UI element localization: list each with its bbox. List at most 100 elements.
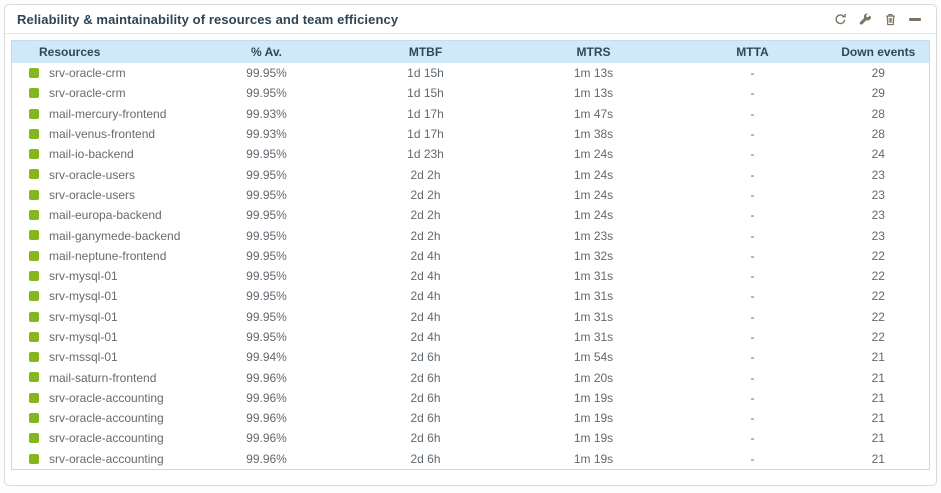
resource-cell: srv-oracle-accounting bbox=[12, 449, 192, 470]
resource-cell: mail-ganymede-backend bbox=[12, 225, 192, 245]
status-square-icon bbox=[29, 352, 39, 363]
status-square-icon bbox=[29, 128, 39, 139]
table-row[interactable]: srv-oracle-accounting 99.96% 2d 6h 1m 19… bbox=[12, 408, 930, 428]
table-row[interactable]: srv-oracle-users 99.95% 2d 2h 1m 24s - 2… bbox=[12, 185, 930, 205]
mtta-value: - bbox=[750, 370, 755, 385]
mtbf-value: 1d 17h bbox=[407, 106, 444, 121]
mtrs-value: 1m 47s bbox=[573, 106, 614, 121]
mtbf-value: 2d 2h bbox=[410, 167, 441, 182]
mtbf-value: 2d 4h bbox=[410, 330, 441, 344]
col-header-mtrs: MTRS bbox=[509, 40, 678, 63]
mtta-value: - bbox=[750, 147, 755, 162]
table-row[interactable]: srv-mssql-01 99.94% 2d 6h 1m 54s - 21 bbox=[12, 347, 930, 367]
down-events-value: 29 bbox=[871, 66, 885, 81]
table-row[interactable]: mail-mercury-frontend 99.93% 1d 17h 1m 4… bbox=[12, 104, 930, 124]
availability-value: 99.95% bbox=[246, 330, 287, 344]
availability-value: 99.95% bbox=[246, 86, 287, 101]
refresh-icon[interactable] bbox=[833, 13, 847, 27]
down-events-value: 21 bbox=[871, 451, 885, 466]
availability-value: 99.95% bbox=[246, 228, 287, 243]
table-row[interactable]: mail-saturn-frontend 99.96% 2d 6h 1m 20s… bbox=[12, 367, 930, 387]
availability-value: 99.95% bbox=[246, 269, 287, 284]
down-events-value: 22 bbox=[871, 289, 885, 304]
col-header-availability: % Av. bbox=[191, 40, 342, 63]
mtta-value: - bbox=[750, 187, 755, 202]
status-square-icon bbox=[29, 270, 39, 281]
resource-name: mail-europa-backend bbox=[49, 208, 162, 223]
table-row[interactable]: srv-mysql-01 99.95% 2d 4h 1m 31s - 22 bbox=[12, 266, 930, 286]
down-events-value: 28 bbox=[871, 106, 885, 121]
mtrs-value: 1m 24s bbox=[573, 208, 614, 223]
mtrs-value: 1m 32s bbox=[573, 248, 614, 263]
availability-value: 99.93% bbox=[246, 106, 287, 121]
down-events-value: 22 bbox=[871, 269, 885, 284]
resource-name: srv-oracle-accounting bbox=[49, 390, 164, 405]
availability-value: 99.96% bbox=[246, 370, 287, 385]
mtbf-value: 1d 23h bbox=[407, 147, 444, 162]
mtrs-value: 1m 13s bbox=[573, 86, 614, 101]
status-square-icon bbox=[29, 108, 39, 119]
table-row[interactable]: mail-neptune-frontend 99.95% 2d 4h 1m 32… bbox=[12, 246, 930, 266]
mtrs-value: 1m 23s bbox=[573, 228, 614, 243]
table-row[interactable]: mail-ganymede-backend 99.95% 2d 2h 1m 23… bbox=[12, 225, 930, 245]
status-square-icon bbox=[29, 230, 39, 241]
panel-title: Reliability & maintainability of resourc… bbox=[17, 12, 399, 27]
mtbf-value: 2d 6h bbox=[410, 451, 441, 466]
table-row[interactable]: srv-mysql-01 99.95% 2d 4h 1m 31s - 22 bbox=[12, 327, 930, 347]
resource-name: mail-ganymede-backend bbox=[49, 228, 181, 243]
mtta-value: - bbox=[750, 167, 755, 182]
table-row[interactable]: srv-oracle-crm 99.95% 1d 15h 1m 13s - 29 bbox=[12, 83, 930, 103]
availability-value: 99.95% bbox=[246, 309, 287, 324]
table-row[interactable]: srv-mysql-01 99.95% 2d 4h 1m 31s - 22 bbox=[12, 307, 930, 327]
resource-cell: mail-io-backend bbox=[12, 144, 192, 164]
table-row[interactable]: srv-mysql-01 99.95% 2d 4h 1m 31s - 22 bbox=[12, 286, 930, 306]
panel-toolbar bbox=[833, 13, 924, 27]
trash-icon[interactable] bbox=[883, 13, 897, 27]
resource-name: srv-oracle-crm bbox=[49, 86, 126, 101]
resource-name: srv-mysql-01 bbox=[49, 269, 118, 284]
mtbf-value: 2d 6h bbox=[410, 350, 441, 365]
availability-value: 99.96% bbox=[246, 451, 287, 466]
table-row[interactable]: srv-oracle-crm 99.95% 1d 15h 1m 13s - 29 bbox=[12, 63, 930, 83]
mtbf-value: 2d 6h bbox=[410, 390, 441, 405]
resource-name: srv-oracle-accounting bbox=[49, 451, 164, 466]
resource-name: srv-oracle-users bbox=[49, 187, 136, 202]
table-row[interactable]: srv-oracle-accounting 99.96% 2d 6h 1m 19… bbox=[12, 449, 930, 470]
table-row[interactable]: mail-venus-frontend 99.93% 1d 17h 1m 38s… bbox=[12, 124, 930, 144]
mtta-value: - bbox=[750, 106, 755, 121]
down-events-value: 23 bbox=[871, 167, 885, 182]
resource-cell: mail-mercury-frontend bbox=[12, 104, 192, 124]
mtrs-value: 1m 54s bbox=[573, 350, 614, 365]
mtrs-value: 1m 20s bbox=[573, 370, 614, 385]
resource-cell: srv-oracle-crm bbox=[12, 83, 192, 103]
mtbf-value: 2d 6h bbox=[410, 431, 441, 446]
mtta-value: - bbox=[750, 86, 755, 101]
resource-cell: mail-europa-backend bbox=[12, 205, 192, 225]
status-square-icon bbox=[29, 392, 39, 403]
mtrs-value: 1m 24s bbox=[573, 147, 614, 162]
resource-name: mail-neptune-frontend bbox=[49, 248, 167, 263]
down-events-value: 22 bbox=[871, 248, 885, 263]
wrench-icon[interactable] bbox=[858, 13, 872, 27]
resource-cell: srv-oracle-accounting bbox=[12, 388, 192, 408]
table-container: Resources % Av. MTBF MTRS MTTA Down even… bbox=[11, 40, 930, 470]
mtrs-value: 1m 31s bbox=[573, 289, 614, 304]
availability-value: 99.96% bbox=[246, 431, 287, 446]
availability-value: 99.95% bbox=[246, 248, 287, 263]
status-square-icon bbox=[29, 413, 39, 424]
mtta-value: - bbox=[750, 66, 755, 81]
table-row[interactable]: mail-io-backend 99.95% 1d 23h 1m 24s - 2… bbox=[12, 144, 930, 164]
mtta-value: - bbox=[750, 289, 755, 304]
mtta-value: - bbox=[750, 208, 755, 223]
down-events-value: 23 bbox=[871, 208, 885, 223]
table-row[interactable]: mail-europa-backend 99.95% 2d 2h 1m 24s … bbox=[12, 205, 930, 225]
resource-cell: srv-mssql-01 bbox=[12, 347, 192, 367]
availability-value: 99.95% bbox=[246, 208, 287, 223]
minimize-icon[interactable] bbox=[908, 13, 922, 27]
table-row[interactable]: srv-oracle-accounting 99.96% 2d 6h 1m 19… bbox=[12, 428, 930, 448]
table-row[interactable]: srv-oracle-users 99.95% 2d 2h 1m 24s - 2… bbox=[12, 164, 930, 184]
mtbf-value: 2d 4h bbox=[410, 248, 441, 263]
resource-cell: srv-mysql-01 bbox=[12, 286, 192, 306]
table-row[interactable]: srv-oracle-accounting 99.96% 2d 6h 1m 19… bbox=[12, 388, 930, 408]
status-square-icon bbox=[29, 331, 39, 342]
